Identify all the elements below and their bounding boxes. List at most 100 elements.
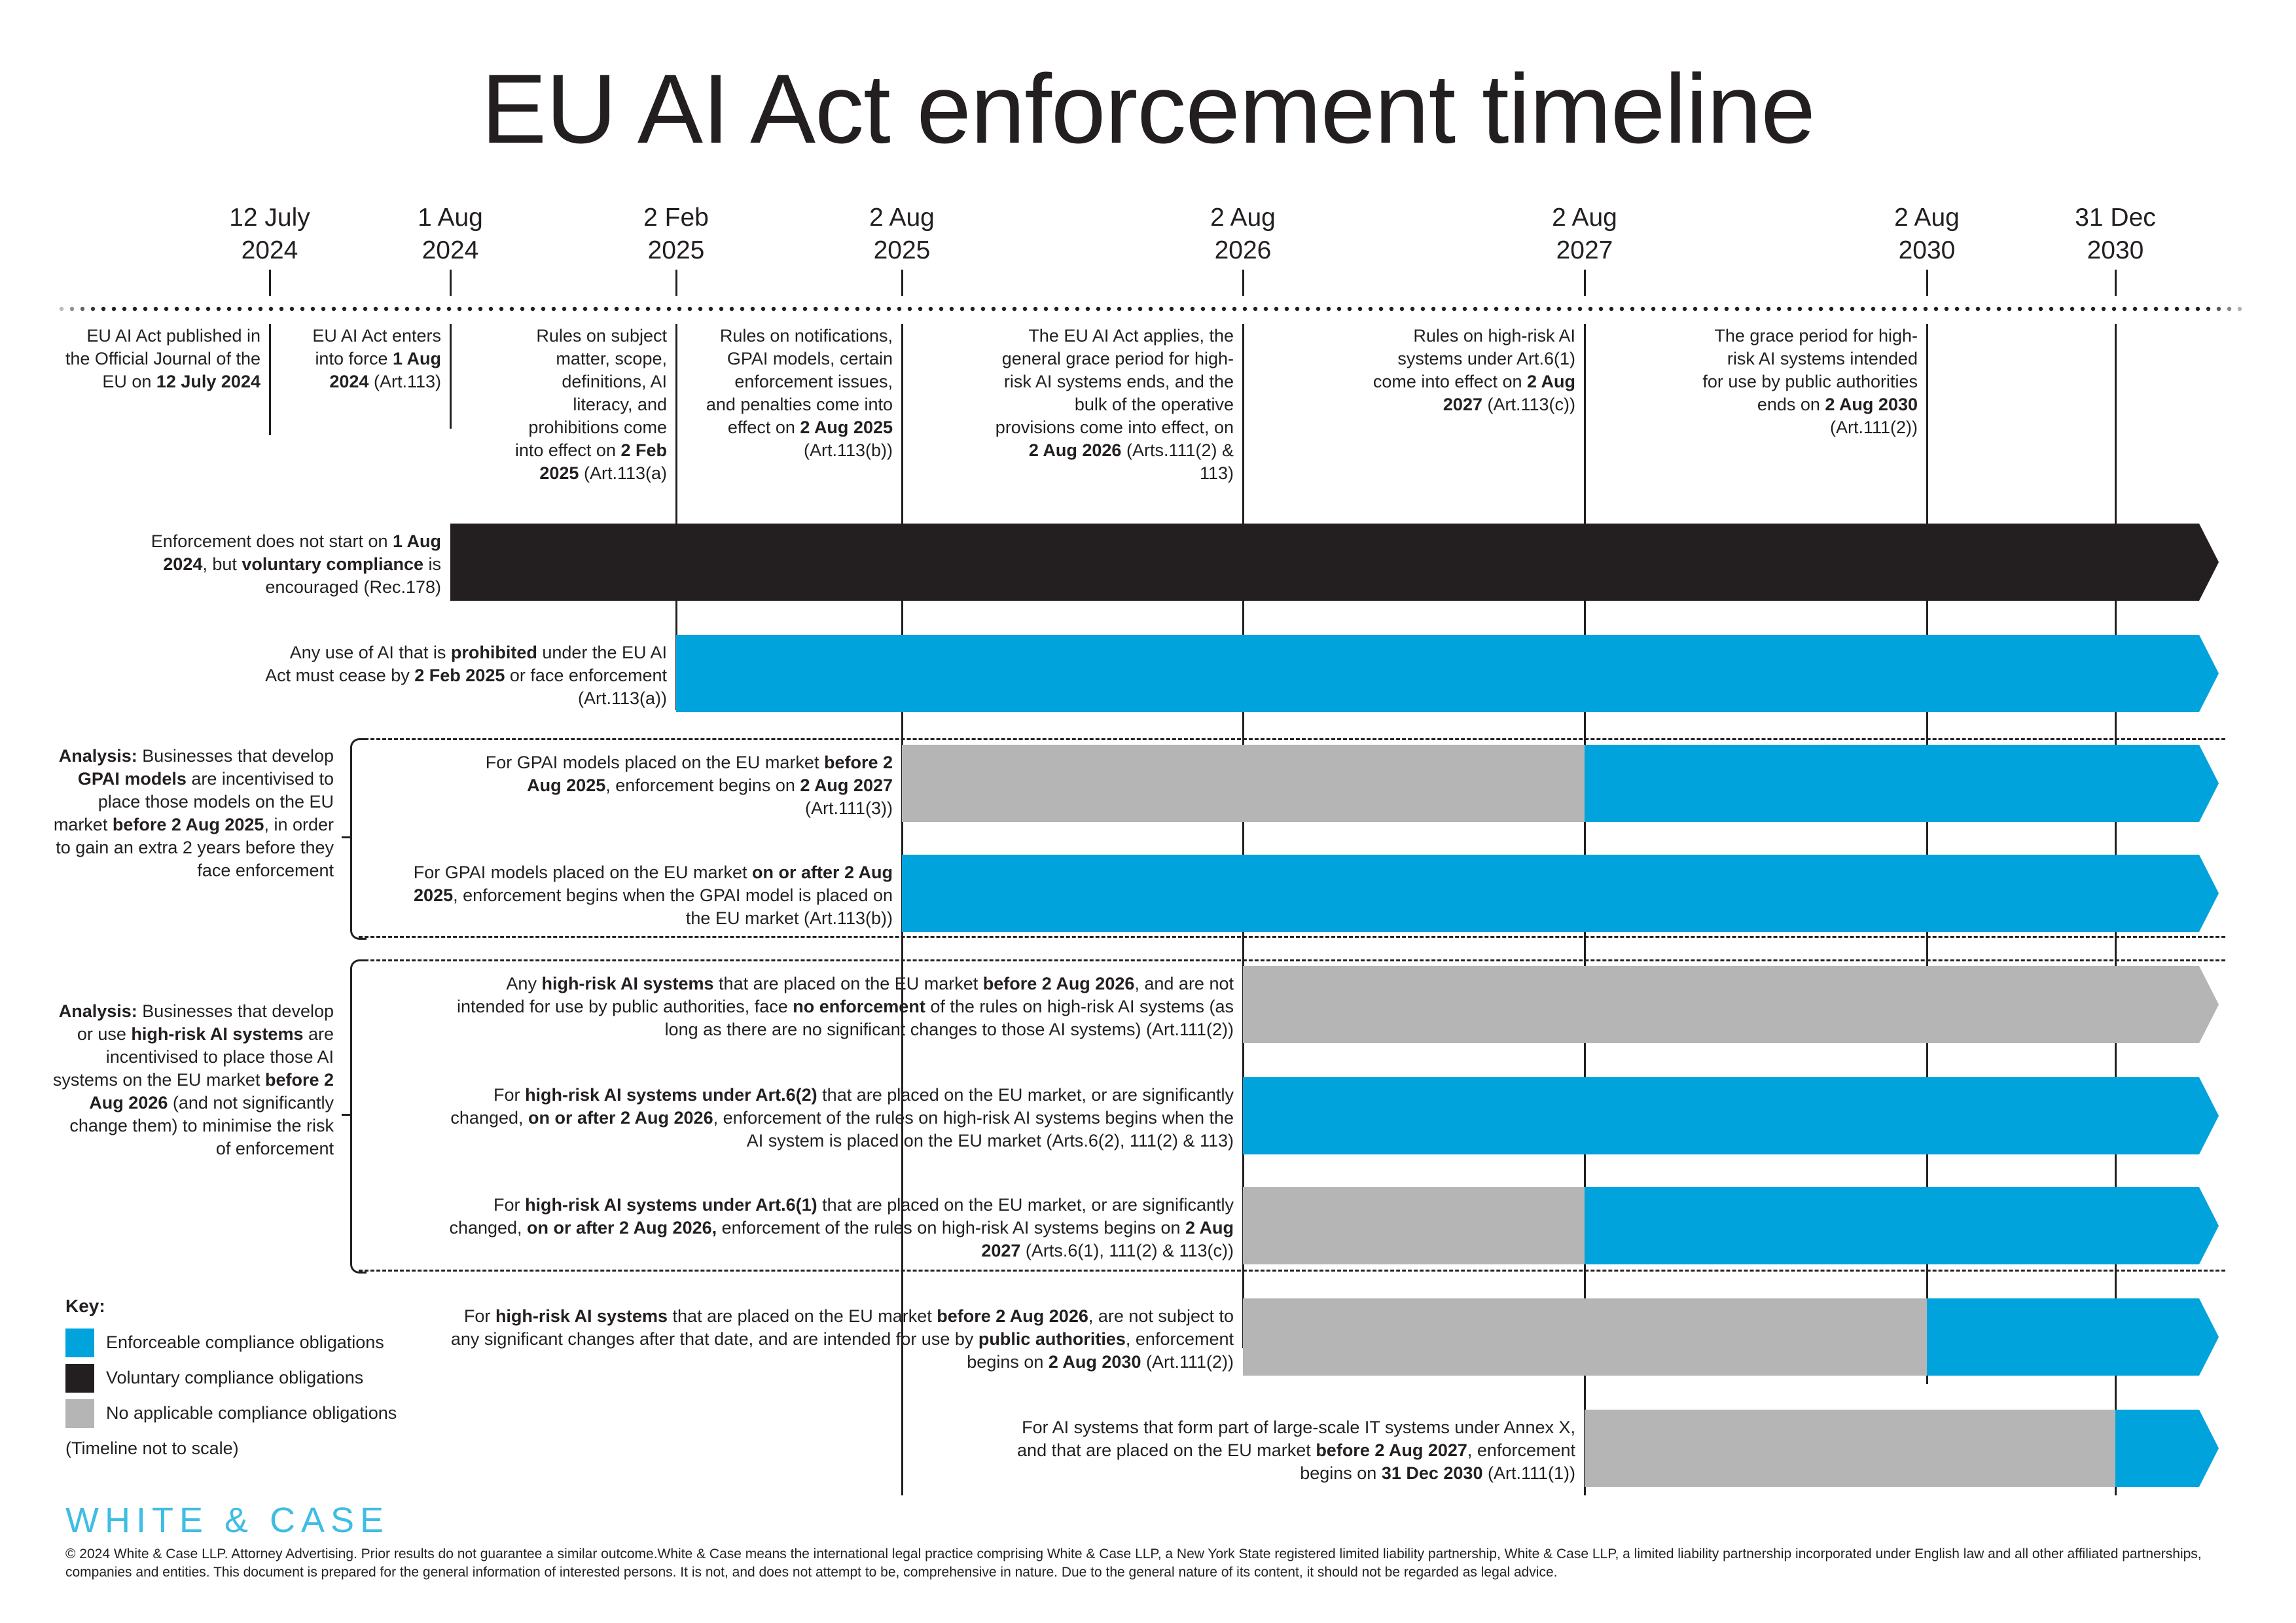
axis-dot [1504,306,1509,312]
milestone-year: 2030 [1898,236,1956,264]
row-description-segment: of the rules on high-risk AI systems (as… [664,997,1234,1039]
milestone-description: Rules on notifications, GPAI models, cer… [703,325,902,462]
axis-dot [1441,306,1446,312]
bar-arrowhead [2199,524,2219,601]
milestone-description-segment: 2 Aug 2026 [1028,440,1122,460]
row-description-segment: that are placed on the EU market [713,974,983,993]
axis-dot [1515,306,1520,312]
axis-dot [834,306,839,312]
axis-dot [2007,306,2012,312]
axis-dot [394,306,399,312]
row-description-segment: , enforcement begins on [967,1329,1234,1372]
axis-dot [1336,306,1342,312]
enforceable-bar [1243,1077,2199,1154]
axis-dot [1598,306,1604,312]
milestone-description-segment: (Art.113) [368,372,441,391]
axis-dot [677,306,682,312]
axis-dot [1096,306,1101,312]
axis-dot [635,306,640,312]
axis-dot [174,306,179,312]
analysis-note: Analysis: Businesses that develop GPAI m… [52,745,334,882]
axis-dot [1305,306,1310,312]
axis-dot [918,306,923,312]
axis-dot [823,306,829,312]
scale-note: (Timeline not to scale) [65,1438,239,1458]
axis-dot [1902,306,1907,312]
row-description-segment: prohibited [450,643,537,662]
axis-dot [855,306,860,312]
axis-dot [132,306,137,312]
milestone-description-segment: (Art.113(c)) [1482,395,1575,414]
legend-label: No applicable compliance obligations [106,1403,397,1423]
milestone-tick [901,270,903,296]
row-description-segment: For AI systems that form part of large-s… [1017,1418,1575,1460]
axis-dot [645,306,651,312]
axis-dot [352,306,357,312]
axis-dot [1724,306,1729,312]
analysis-note-segment: are incentivised to place those models o… [53,769,334,834]
axis-dot [509,306,514,312]
none-bar [902,745,1585,822]
axis-dot [781,306,787,312]
axis-dot [2185,306,2190,312]
brace-notch [342,1114,352,1116]
axis-dot [1001,306,1007,312]
axis-dot [939,306,944,312]
axis-dot [1284,306,1289,312]
axis-dot [1892,306,1897,312]
axis-dot [897,306,902,312]
milestone-date-label: 2 Aug 2027 [1513,202,1657,267]
axis-dot [1221,306,1227,312]
axis-dot [59,306,64,312]
row-description: For GPAI models placed on the EU market … [461,751,893,820]
milestone-description-segment: 12 July 2024 [156,372,260,391]
axis-dot [488,306,493,312]
row-description-segment: under the EU AI Act must cease by [265,643,667,685]
axis-dot [80,306,85,312]
milestone-date-line: 2 Aug [869,204,935,232]
axis-dot [886,306,891,312]
milestone-gridline [450,324,452,429]
bar-arrowhead [2199,1187,2219,1264]
axis-dot [206,306,211,312]
legend-label: Enforceable compliance obligations [106,1332,384,1352]
axis-dot [2017,306,2022,312]
group-separator [359,959,2225,961]
milestone-description-segment: Rules on notifications, GPAI models, cer… [706,326,893,437]
analysis-note-segment: , in order to gain an extra 2 years befo… [56,815,334,880]
axis-dot [960,306,965,312]
axis-dot [1347,306,1352,312]
axis-dot [907,306,912,312]
axis-dot [1452,306,1457,312]
axis-dot [425,306,431,312]
milestone-tick [450,270,452,296]
axis-dot [1651,306,1656,312]
axis-dot [1473,306,1478,312]
row-description-segment: For GPAI models placed on the EU market [413,863,752,882]
row-description: Enforcement does not start on 1 Aug 2024… [127,530,441,599]
axis-dot [1609,306,1614,312]
milestone-description-segment: The EU AI Act applies, the general grace… [995,326,1234,437]
bar-arrowhead [2199,966,2219,1043]
axis-dot [1588,306,1593,312]
axis-dot [771,306,776,312]
axis-dot [1881,306,1886,312]
axis-dot [1661,306,1666,312]
milestone-date-label: 2 Aug 2030 [1855,202,1999,267]
row-description-segment: , and are not intended for use by public… [456,974,1234,1016]
axis-dot [342,306,347,312]
row-description: Any use of AI that is prohibited under t… [261,641,667,710]
milestone-description-segment: (Art.113(a) [579,463,667,483]
axis-dot [729,306,734,312]
analysis-note-segment: before 2 Aug 2025 [112,815,264,834]
row-description-segment: enforcement of the rules on high-risk AI… [717,1218,1185,1238]
milestone-date-label: 1 Aug 2024 [378,202,522,267]
axis-dot [1368,306,1373,312]
axis-dot [1064,306,1069,312]
axis-dot [719,306,724,312]
none-bar [1243,1187,1585,1264]
row-description-segment: is encouraged (Rec.178) [265,554,441,597]
axis-dot [1745,306,1750,312]
axis-dot [2028,306,2033,312]
